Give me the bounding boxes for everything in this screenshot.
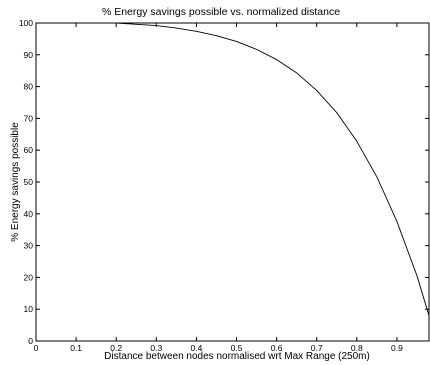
x-tick-label: 0.2: [110, 343, 122, 353]
x-tick-label: 0.9: [391, 343, 403, 353]
y-tick-label: 80: [24, 82, 34, 92]
x-tick-label: 0.3: [150, 343, 162, 353]
plot-frame: [35, 22, 430, 342]
x-tick-label: 0.5: [231, 343, 243, 353]
y-tick-label: 100: [19, 18, 33, 28]
y-tick-label: 50: [24, 177, 34, 187]
x-tick-label: 0: [34, 343, 39, 353]
chart-title: % Energy savings possible vs. normalized…: [102, 6, 340, 18]
x-tick-label: 0.1: [70, 343, 82, 353]
y-tick-label: 10: [24, 304, 34, 314]
x-tick-label: 0.6: [271, 343, 283, 353]
x-axis-label: Distance between nodes normalised wrt Ma…: [104, 351, 370, 362]
y-ticks: 0 10 20 30 40 50 60 70 80 90 100: [19, 18, 429, 346]
y-tick-label: 70: [24, 113, 34, 123]
x-ticks: 0 0.1 0.2 0.3 0.4 0.5 0.6 0.7 0.8 0.9: [34, 23, 403, 353]
y-axis-label: % Energy savings possible: [10, 122, 21, 242]
y-tick-label: 90: [24, 50, 34, 60]
series-line-0: [116, 22, 430, 316]
x-tick-label: 0.7: [311, 343, 323, 353]
series-layer: [116, 22, 430, 316]
y-tick-label: 40: [24, 209, 34, 219]
x-tick-label: 0.4: [190, 343, 202, 353]
y-tick-label: 20: [24, 272, 34, 282]
y-tick-label: 0: [28, 336, 33, 346]
x-tick-label: 0.8: [351, 343, 363, 353]
y-tick-label: 30: [24, 241, 34, 251]
y-tick-label: 60: [24, 145, 34, 155]
